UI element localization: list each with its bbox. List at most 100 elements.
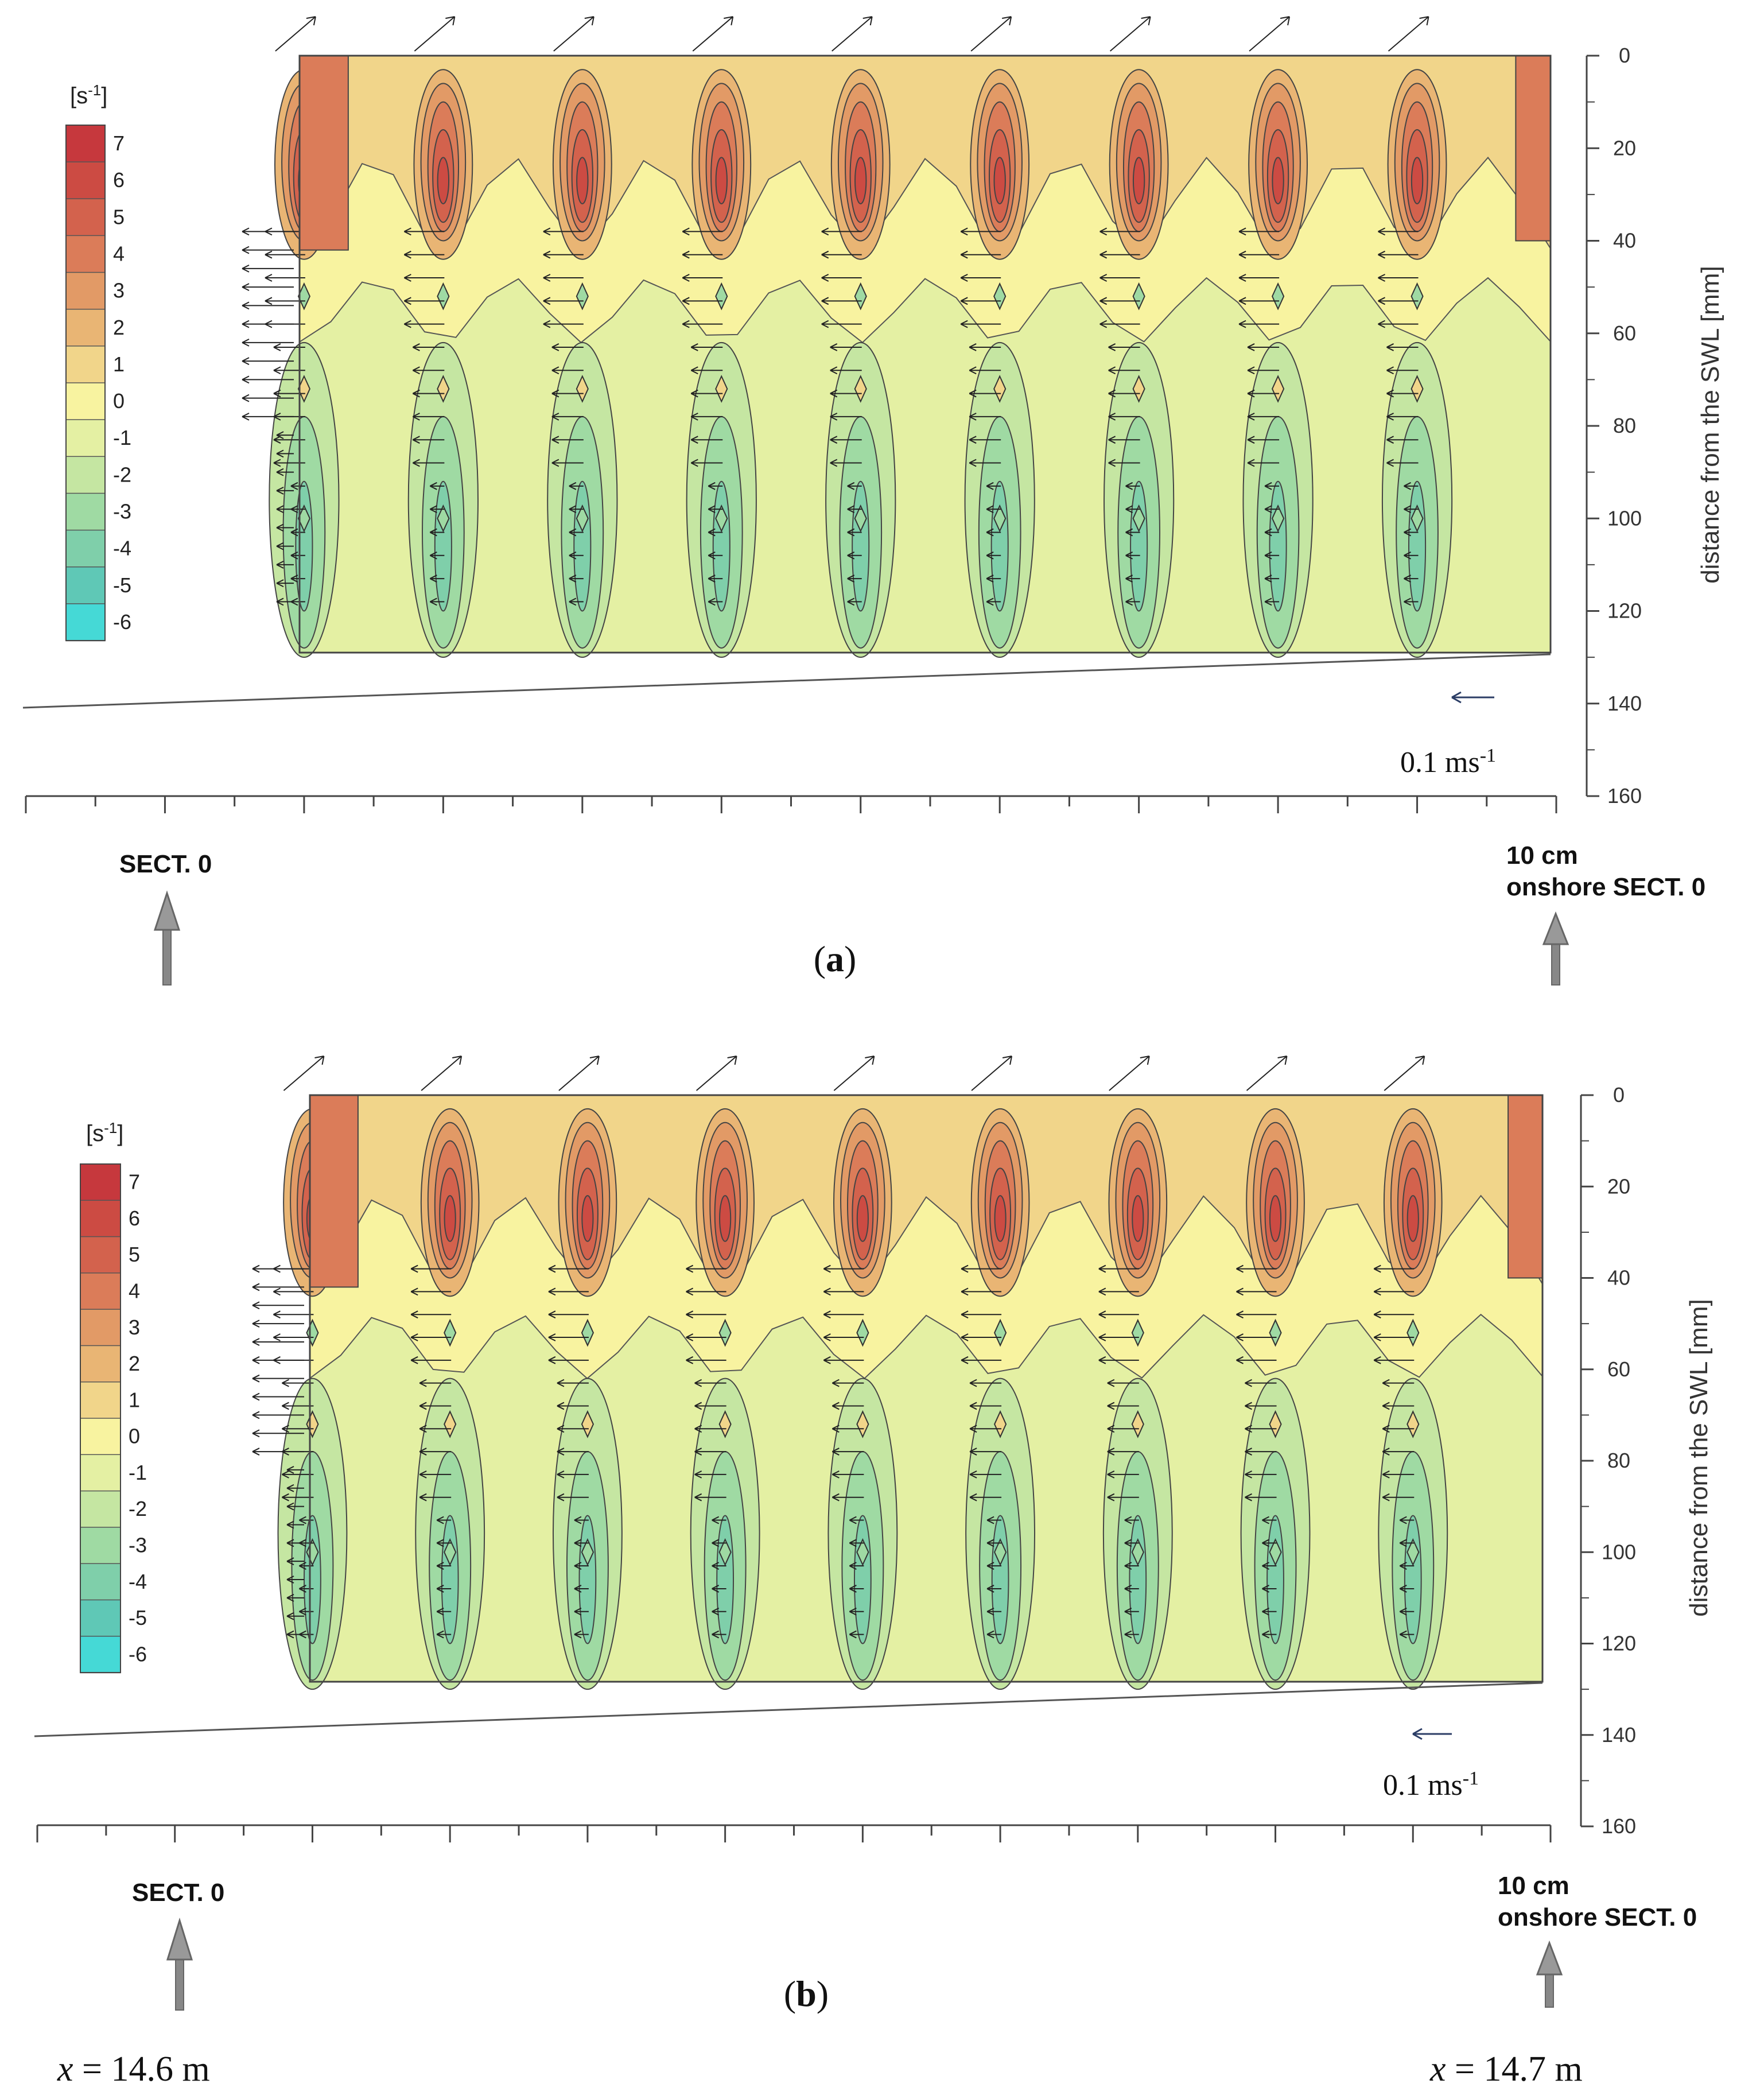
velocity-vector (252, 1283, 304, 1291)
velocity-vector (1262, 1630, 1277, 1639)
velocity-vector (1107, 1425, 1139, 1433)
colorbar-swatch (65, 161, 106, 200)
velocity-vector (1099, 250, 1140, 259)
y-tick-label: 60 (1607, 1357, 1630, 1381)
velocity-vector (690, 412, 723, 421)
velocity-vector (1238, 274, 1280, 282)
velocity-vector (242, 320, 294, 328)
panel-a: [s-1] 7 6 5 4 3 2 1 0 -1 -2 -3 -4 -5 -6 0 20 40 60 80 100 1… (22, 16, 1724, 986)
contour-edge (309, 1095, 359, 1288)
surface-vector (832, 16, 873, 52)
velocity-vector (1247, 459, 1280, 467)
colorbar-tick-label: 2 (129, 1352, 140, 1375)
y-tick-label: 40 (1613, 229, 1636, 253)
y-tick-label: 100 (1607, 506, 1642, 530)
velocity-vector (1264, 482, 1280, 490)
velocity-vector (276, 542, 294, 550)
velocity-vector (1386, 436, 1419, 444)
velocity-vector (1386, 389, 1419, 398)
velocity-vector (1099, 320, 1140, 328)
velocity-vector (1236, 1287, 1277, 1296)
velocity-vector (832, 1493, 864, 1501)
right-marker-arrow-b (1536, 1940, 1563, 2008)
velocity-vector (1125, 575, 1140, 583)
colorbar-swatch (65, 603, 106, 642)
contour-diamond (715, 375, 728, 403)
velocity-vector (830, 343, 862, 351)
velocity-vector (1099, 274, 1140, 282)
surface-vector (971, 1056, 1013, 1091)
velocity-vector (1378, 297, 1419, 305)
colorbar-swatch (65, 235, 106, 273)
velocity-vector (1098, 1333, 1139, 1341)
velocity-vector (847, 505, 862, 514)
velocity-vector (960, 274, 1001, 282)
contour-diamond (856, 1318, 869, 1347)
velocity-vector (1382, 1425, 1415, 1433)
colorbar-tick-label: 7 (113, 131, 125, 155)
contour-lobe-warm (856, 1195, 869, 1242)
velocity-vector (830, 412, 862, 421)
velocity-vector (694, 1470, 726, 1479)
velocity-vector (1262, 1516, 1277, 1524)
velocity-vector (1399, 1607, 1415, 1616)
velocity-vector (821, 227, 862, 236)
velocity-vector (712, 1539, 726, 1547)
velocity-vector (986, 482, 1001, 490)
velocity-vector (1124, 1516, 1139, 1524)
velocity-vector (1262, 1562, 1277, 1570)
velocity-vector (847, 575, 862, 583)
velocity-vector (1107, 1402, 1139, 1410)
colorbar-tick-label: -4 (113, 537, 131, 560)
y-tick-label: 80 (1613, 414, 1636, 437)
velocity-vector (1262, 1539, 1277, 1547)
colorbar-swatch (80, 1635, 121, 1674)
velocity-vector (1373, 1333, 1415, 1341)
velocity-vector (1108, 459, 1140, 467)
contour-lobe-cool (991, 1515, 1009, 1644)
contour-diamond (993, 282, 1007, 311)
velocity-vector (252, 1448, 304, 1456)
velocity-vector (821, 250, 862, 259)
left-marker-arrow-b (166, 1917, 193, 2011)
y-tick-label: 40 (1607, 1266, 1630, 1290)
velocity-vector (410, 1287, 452, 1296)
colorbar-tick-label: -6 (129, 1642, 147, 1666)
colorbar-tick-label: -1 (113, 426, 131, 449)
velocity-vector (574, 1607, 589, 1616)
colorbar-tick-label: -2 (129, 1497, 147, 1520)
colorbar-swatch (80, 1200, 121, 1237)
velocity-vector (276, 431, 294, 440)
contour-lobe-cool (304, 1515, 321, 1644)
colorbar-swatch (65, 419, 106, 457)
velocity-vector (986, 1585, 1002, 1593)
surface-vector (970, 16, 1012, 52)
contour-diamond (1411, 375, 1424, 403)
velocity-vector (1264, 505, 1280, 514)
y-tick-label: 0 (1613, 1083, 1625, 1107)
contour-lobe-cool (578, 1515, 597, 1644)
velocity-vector (847, 482, 862, 490)
velocity-vector (1098, 1264, 1139, 1273)
velocity-vector (1373, 1310, 1415, 1319)
velocity-vector (823, 1287, 864, 1296)
contour-diamond (576, 375, 589, 403)
velocity-vector (290, 551, 305, 560)
velocity-vector (1382, 1493, 1415, 1501)
velocity-vector (1124, 1630, 1139, 1639)
velocity-vector (1238, 320, 1280, 328)
colorbar-swatch (65, 529, 106, 568)
velocity-vector (849, 1630, 864, 1639)
velocity-vector (1247, 436, 1280, 444)
velocity-vector (543, 320, 584, 328)
velocity-vector (686, 1310, 726, 1319)
colorbar-swatch (80, 1599, 121, 1637)
contour-edge (299, 55, 349, 251)
velocity-vector (1108, 436, 1140, 444)
velocity-vector (252, 1338, 304, 1346)
velocity-vector (543, 274, 584, 282)
velocity-vector (1107, 1448, 1139, 1456)
contour-diamond (576, 504, 589, 533)
velocity-vector (1404, 575, 1419, 583)
